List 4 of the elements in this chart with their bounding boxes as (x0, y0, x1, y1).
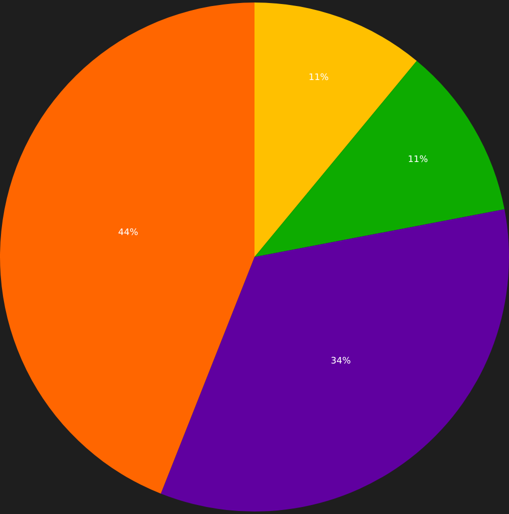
data-label: 34% (330, 356, 352, 367)
data-label: 11% (308, 73, 330, 84)
data-label: 44% (118, 228, 139, 238)
data-label: 11% (408, 155, 428, 166)
